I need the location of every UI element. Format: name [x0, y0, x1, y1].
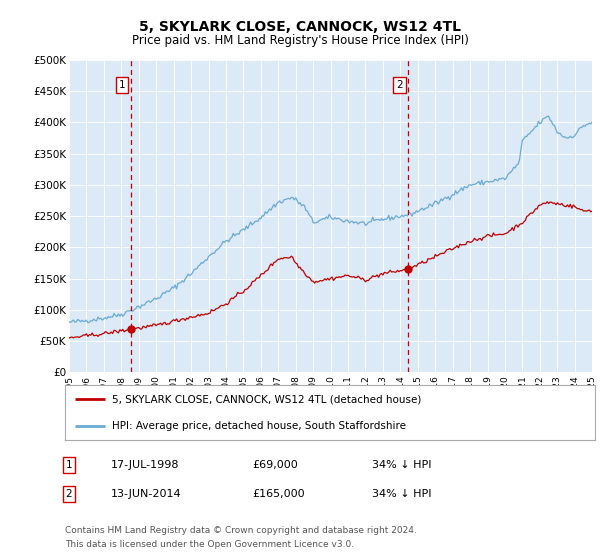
- Text: 5, SKYLARK CLOSE, CANNOCK, WS12 4TL (detached house): 5, SKYLARK CLOSE, CANNOCK, WS12 4TL (det…: [112, 394, 422, 404]
- Text: 34% ↓ HPI: 34% ↓ HPI: [372, 460, 431, 470]
- Text: 5, SKYLARK CLOSE, CANNOCK, WS12 4TL: 5, SKYLARK CLOSE, CANNOCK, WS12 4TL: [139, 20, 461, 34]
- Text: 34% ↓ HPI: 34% ↓ HPI: [372, 489, 431, 499]
- Text: £69,000: £69,000: [252, 460, 298, 470]
- Text: Price paid vs. HM Land Registry's House Price Index (HPI): Price paid vs. HM Land Registry's House …: [131, 34, 469, 46]
- Text: Contains HM Land Registry data © Crown copyright and database right 2024.: Contains HM Land Registry data © Crown c…: [65, 526, 416, 535]
- Text: 2: 2: [65, 489, 73, 499]
- Text: £165,000: £165,000: [252, 489, 305, 499]
- Text: 2: 2: [396, 80, 403, 90]
- Text: This data is licensed under the Open Government Licence v3.0.: This data is licensed under the Open Gov…: [65, 540, 354, 549]
- Text: 13-JUN-2014: 13-JUN-2014: [111, 489, 182, 499]
- Text: 1: 1: [65, 460, 73, 470]
- Text: 17-JUL-1998: 17-JUL-1998: [111, 460, 179, 470]
- Text: 1: 1: [119, 80, 125, 90]
- Text: HPI: Average price, detached house, South Staffordshire: HPI: Average price, detached house, Sout…: [112, 422, 406, 431]
